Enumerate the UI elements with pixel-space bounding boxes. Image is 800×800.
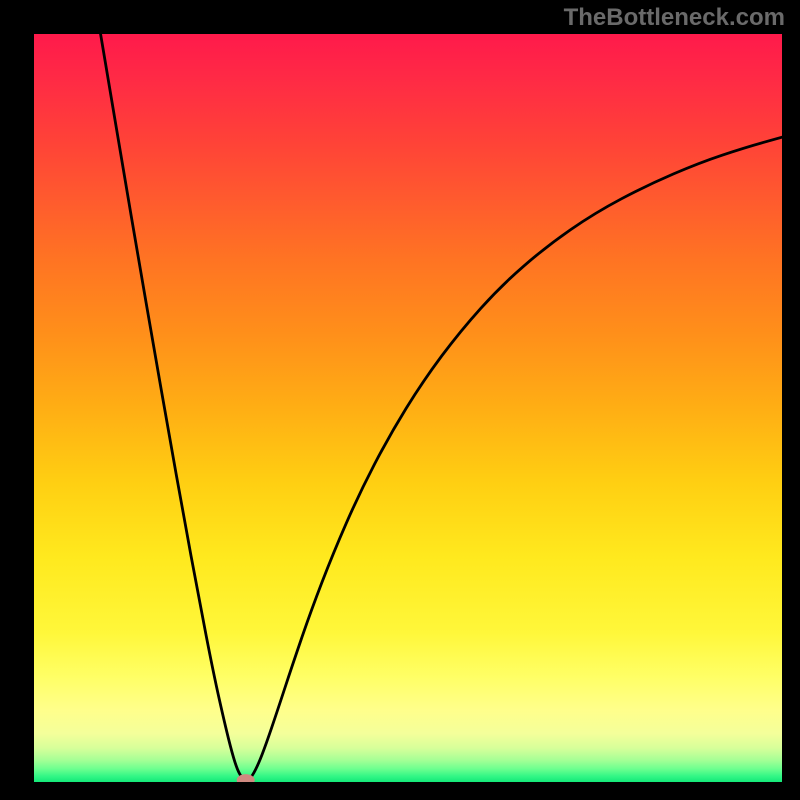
bottleneck-chart — [34, 34, 782, 782]
watermark-text: TheBottleneck.com — [564, 4, 785, 32]
plot-area — [34, 34, 782, 782]
